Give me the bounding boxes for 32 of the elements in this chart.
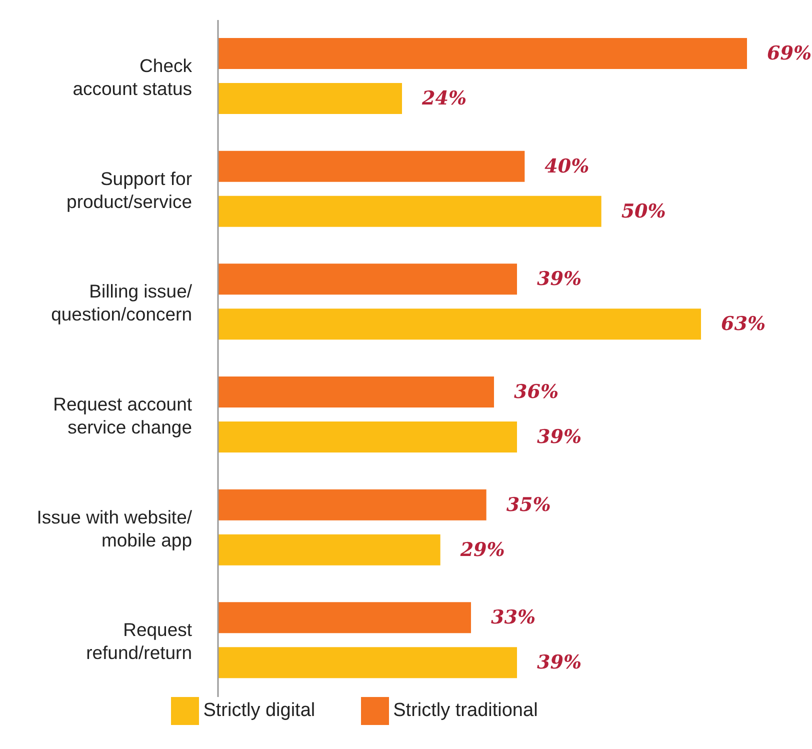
legend-label: Strictly traditional: [393, 700, 538, 722]
data-label: 63%: [721, 313, 766, 336]
bar: [218, 308, 701, 340]
data-label: 33%: [491, 606, 536, 629]
data-label: 39%: [537, 652, 582, 674]
data-label: 39%: [537, 268, 582, 290]
bar: [218, 196, 602, 227]
bar: [218, 422, 517, 452]
legend-label: Strictly digital: [203, 700, 316, 722]
y-tick-label: Billing issue/ question/concern: [51, 280, 193, 324]
data-label: 24%: [421, 88, 466, 110]
y-tick-label: Check account status: [72, 54, 193, 98]
y-tick-label: Request refund/return: [86, 618, 192, 663]
y-tick-label: Issue with website/ mobile app: [36, 506, 193, 550]
y-tick-label: Support for product/service: [66, 167, 192, 212]
data-label: 40%: [544, 155, 590, 178]
data-label: 35%: [506, 494, 551, 516]
y-tick-label: Request account service change: [53, 392, 192, 437]
bar: [218, 602, 471, 634]
bar: [218, 647, 517, 678]
bar: [218, 83, 402, 114]
bar: [218, 376, 494, 408]
bar: [218, 489, 486, 520]
bar: [218, 38, 747, 69]
bar: [218, 264, 517, 295]
bar: [218, 534, 440, 566]
bar: [218, 150, 525, 182]
data-label: 36%: [514, 381, 558, 403]
data-label: 69%: [767, 42, 812, 64]
data-label: 29%: [459, 538, 505, 561]
data-label: 39%: [537, 426, 582, 448]
data-label: 50%: [621, 200, 666, 222]
